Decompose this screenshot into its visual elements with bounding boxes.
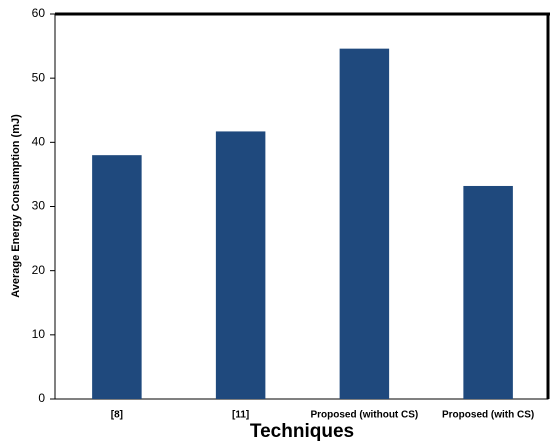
y-tick-label: 40 bbox=[32, 135, 46, 149]
x-tick-label: [11] bbox=[232, 410, 249, 421]
y-tick-label: 50 bbox=[32, 70, 46, 84]
bar bbox=[92, 155, 142, 399]
y-axis-title: Average Energy Consumption (mJ) bbox=[10, 114, 22, 298]
bar bbox=[463, 185, 513, 399]
y-tick-label: 10 bbox=[32, 327, 46, 341]
x-tick-label: [8] bbox=[111, 410, 123, 421]
bar bbox=[215, 131, 266, 400]
y-tick-label: 20 bbox=[32, 263, 46, 277]
bar bbox=[339, 48, 390, 400]
y-tick-label: 60 bbox=[32, 6, 46, 20]
y-tick-label: 0 bbox=[38, 391, 45, 405]
y-tick-label: 30 bbox=[32, 199, 46, 213]
x-axis-title: Techniques bbox=[250, 421, 354, 442]
x-tick-label: Proposed (with CS) bbox=[442, 410, 534, 421]
x-tick-label: Proposed (without CS) bbox=[310, 410, 418, 421]
